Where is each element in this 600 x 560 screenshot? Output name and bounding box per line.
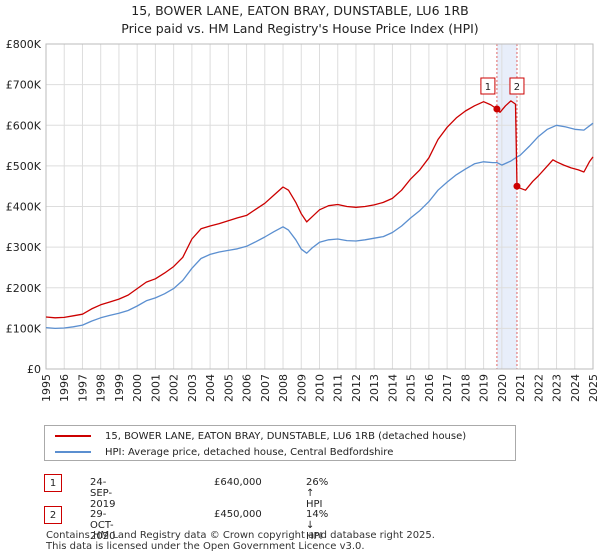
transaction-number: 2 [44, 506, 62, 524]
y-tick-label: £300K [6, 241, 42, 254]
x-tick-label: 1995 [40, 374, 53, 402]
chart-legend: 15, BOWER LANE, EATON BRAY, DUNSTABLE, L… [44, 425, 516, 461]
y-tick-label: £400K [6, 201, 42, 214]
footer-licence: This data is licensed under the Open Gov… [46, 541, 365, 552]
marker-label: 2 [514, 82, 520, 93]
legend-swatch-hpi [55, 451, 91, 453]
x-tick-label: 2024 [569, 374, 582, 402]
x-tick-label: 2003 [186, 374, 199, 402]
legend-item-property: 15, BOWER LANE, EATON BRAY, DUNSTABLE, L… [55, 428, 466, 444]
x-tick-label: 2023 [551, 374, 564, 402]
marker-label-box [509, 77, 525, 95]
x-tick-label: 1997 [76, 374, 89, 402]
y-tick-label: £700K [6, 79, 42, 92]
y-tick-label: £200K [6, 282, 42, 295]
y-tick-label: £800K [6, 38, 42, 51]
x-tick-label: 2010 [314, 374, 327, 402]
property-line [45, 100, 594, 319]
x-tick-label: 2008 [277, 374, 290, 402]
x-tick-label: 2006 [241, 374, 254, 402]
x-tick-label: 2011 [332, 374, 345, 402]
hpi-line [45, 122, 594, 330]
x-tick-label: 2005 [222, 374, 235, 402]
marker-label: 1 [485, 82, 491, 93]
x-tick-label: 2016 [423, 374, 436, 402]
transaction-hpi-diff: 26% ↑ HPI [306, 477, 329, 510]
transaction-marker [493, 105, 501, 113]
x-tick-label: 2025 [587, 374, 600, 402]
legend-label-hpi: HPI: Average price, detached house, Cent… [105, 446, 394, 458]
x-tick-label: 2019 [478, 374, 491, 402]
x-tick-label: 2012 [350, 374, 363, 402]
x-tick-label: 2015 [405, 374, 418, 402]
x-tick-label: 2007 [259, 374, 272, 402]
x-tick-label: 2020 [496, 374, 509, 402]
x-tick-label: 2013 [368, 374, 381, 402]
price-chart: £0 £100K £200K £300K £400K £500K £600K £700K £80… [6, 38, 600, 402]
footer-copyright: Contains HM Land Registry data © Crown c… [46, 530, 435, 541]
transaction-hpi-diff: 14% ↓ HPI [306, 509, 329, 542]
x-tick-label: 1996 [58, 374, 71, 402]
transaction-price: £640,000 [214, 477, 262, 488]
x-tick-label: 2000 [131, 374, 144, 402]
y-tick-label: £100K [6, 322, 42, 335]
chart-title-line1: 15, BOWER LANE, EATON BRAY, DUNSTABLE, L… [131, 3, 469, 18]
y-tick-label: £0 [27, 363, 41, 376]
legend-swatch-property [55, 435, 91, 437]
transaction-price: £450,000 [214, 509, 262, 520]
legend-item-hpi: HPI: Average price, detached house, Cent… [55, 444, 393, 460]
x-tick-label: 2009 [295, 374, 308, 402]
x-tick-label: 2017 [441, 374, 454, 402]
x-tick-label: 2021 [514, 374, 527, 402]
x-tick-label: 2004 [204, 374, 217, 402]
legend-label-property: 15, BOWER LANE, EATON BRAY, DUNSTABLE, L… [105, 430, 467, 442]
transaction-date: 24-SEP-2019 [90, 477, 116, 510]
footer: Contains HM Land Registry data © Crown c… [46, 530, 435, 552]
transaction-number: 1 [44, 474, 62, 492]
x-tick-label: 1998 [95, 374, 108, 402]
x-tick-label: 2002 [168, 374, 181, 402]
x-tick-label: 2001 [149, 374, 162, 402]
x-tick-label: 2014 [386, 374, 399, 402]
chart-title-line2: Price paid vs. HM Land Registry's House … [121, 21, 479, 36]
transaction-date: 29-OCT-2020 [90, 509, 116, 542]
y-tick-label: £500K [6, 160, 42, 173]
plot-frame [45, 43, 594, 370]
y-tick-label: £600K [6, 119, 42, 132]
transaction-marker [513, 182, 521, 190]
x-tick-label: 2018 [459, 374, 472, 402]
chart-title: 15, BOWER LANE, EATON BRAY, DUNSTABLE, L… [0, 2, 600, 38]
x-tick-label: 2022 [532, 374, 545, 402]
marker-label-box [480, 77, 496, 95]
x-tick-label: 1999 [113, 374, 126, 402]
